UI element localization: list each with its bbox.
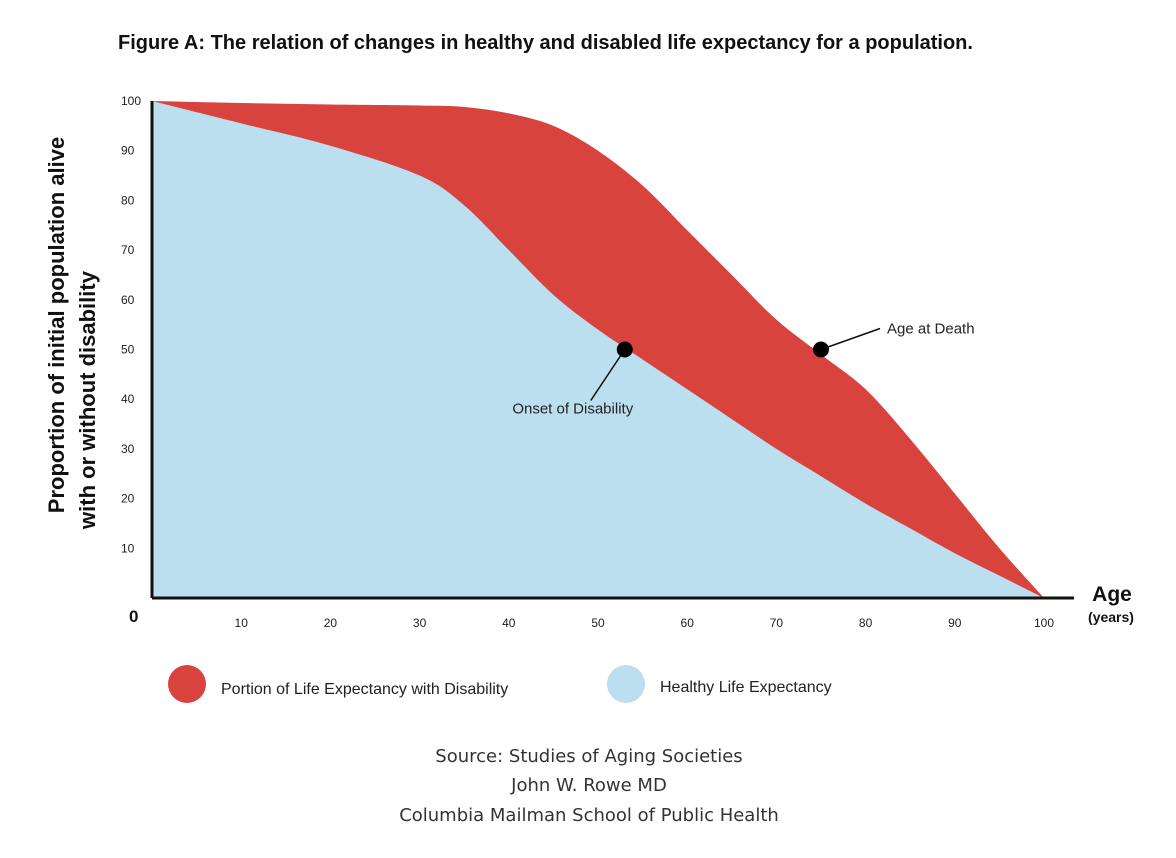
source-line-3: Columbia Mailman School of Public Health [399,805,779,826]
legend: Portion of Life Expectancy with Disabili… [168,665,832,703]
legend-label-disability: Portion of Life Expectancy with Disabili… [221,681,508,698]
source-line-2: John W. Rowe MD [510,775,667,796]
source-block: Source: Studies of Aging Societies John … [399,746,779,826]
x-tick-label: 30 [413,616,427,630]
legend-label-healthy: Healthy Life Expectancy [660,679,832,696]
annotation-label: Onset of Disability [512,401,633,418]
annotation-point [813,341,829,358]
x-tick-label: 40 [502,616,516,630]
healthy-area [152,101,1044,598]
y-tick-label: 60 [121,293,135,307]
x-axis-unit: (years) [1088,609,1134,625]
x-tick-label: 70 [770,616,784,630]
y-tick-label: 10 [121,541,135,555]
legend-swatch-healthy [607,665,645,703]
x-tick-label: 80 [859,616,873,630]
annotation-leader-line [820,327,881,351]
y-tick-label: 40 [121,392,135,406]
y-tick-label: 80 [121,193,135,207]
y-axis-label-line2: with or without disability [75,270,100,530]
origin-label: 0 [129,607,138,626]
x-axis-label: Age [1092,583,1132,606]
x-tick-label: 90 [948,616,962,630]
annotation-point [616,341,633,358]
legend-swatch-disability [168,665,206,703]
x-tick-label: 50 [591,616,605,630]
y-tick-label: 100 [121,94,141,108]
y-tick-label: 70 [121,243,135,257]
y-tick-labels: 10 20 30 40 50 60 70 80 90 100 [121,94,141,555]
y-tick-label: 30 [121,442,135,456]
chart-title: Figure A: The relation of changes in hea… [118,32,973,54]
y-axis-label-line1: Proportion of initial population alive [44,137,69,513]
x-tick-label: 100 [1034,616,1054,630]
x-tick-labels: 10 20 30 40 50 60 70 80 90 100 [235,616,1055,630]
x-tick-label: 60 [681,616,695,630]
annotation-label: Age at Death [887,321,975,338]
y-tick-label: 20 [121,492,135,506]
annotation-leader-line [590,349,626,401]
plot-area [152,101,1044,598]
source-line-1: Source: Studies of Aging Societies [435,746,742,767]
x-tick-label: 20 [324,616,338,630]
y-tick-label: 50 [121,343,135,357]
x-tick-label: 10 [235,616,249,630]
y-axis-label: Proportion of initial population alive w… [44,137,100,530]
y-tick-label: 90 [121,144,135,158]
annotations: Onset of Disability Age at Death [512,321,974,418]
